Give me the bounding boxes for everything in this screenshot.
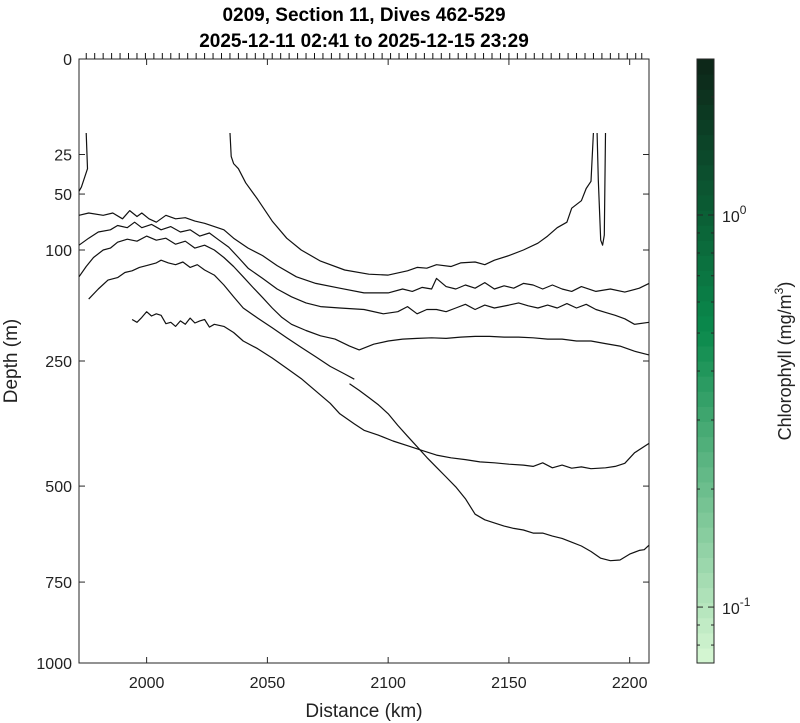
colorbar-band [697,210,714,226]
colorbar-band [697,134,714,151]
colorbar-band [697,391,714,407]
contour-line-5 [78,235,650,356]
colorbar-band [697,179,714,196]
colorbar-band [697,542,714,558]
colorbar-band [697,512,714,528]
colorbar-band [697,240,714,256]
colorbar-band [697,376,714,392]
colorbar-band [697,587,714,604]
colorbar-band [697,421,714,438]
colorbar-label-name: Chlorophyll [775,350,795,440]
x-tick-label: 2200 [612,675,648,692]
colorbar-band [697,466,714,483]
colorbar-tick-exponent: 0 [740,203,747,217]
colorbar-band [697,104,714,120]
colorbar-ticks [697,96,714,646]
colorbar-band [697,300,714,317]
colorbar-bands [697,59,714,664]
colorbar-band [697,436,714,453]
colorbar-tick-base: 10 [722,209,740,226]
x-tick-label: 2050 [250,675,286,692]
colorbar-tick-exponent: -1 [740,595,751,609]
y-tick-label: 100 [45,243,72,260]
colorbar-band [697,330,714,347]
contour-line-6 [88,259,355,380]
colorbar-band [697,225,714,241]
colorbar-band [697,557,714,573]
colorbar-band [697,270,714,287]
title-line-2: 2025-12-11 02:41 to 2025-12-15 23:29 [199,31,529,52]
x-tick-label: 2100 [370,675,406,692]
y-tick-label: 50 [54,187,72,204]
contour-layer [78,132,650,562]
colorbar-label-unit-close: ) [775,282,795,288]
y-tick-label: 1000 [36,656,72,673]
x-axis-label: Distance (km) [305,701,422,722]
y-axis: 0 25 50 100 250 500 750 1000 [36,52,649,673]
title-line-1: 0209, Section 11, Dives 462-529 [222,5,505,26]
colorbar-band [697,149,714,166]
x-axis: 2000 2050 2100 2150 2200 [129,59,648,692]
contour-line-4 [78,221,650,325]
colorbar-band [697,572,714,589]
colorbar-tick-base: 10 [722,601,740,618]
colorbar-band [697,59,714,75]
colorbar-band [697,496,714,513]
colorbar-frame [696,58,715,664]
plot-frame [78,58,650,664]
colorbar-band [697,481,714,498]
colorbar-band [697,647,714,664]
colorbar-band [697,194,714,211]
contour-line-8 [349,383,650,562]
colorbar-band [697,602,714,619]
colorbar-label: Chlorophyll (mg/m3) [772,282,795,441]
x-tick-label: 2000 [129,675,165,692]
colorbar-band [697,255,714,271]
colorbar-band [697,74,714,90]
plot-area [78,58,650,664]
colorbar-band [697,285,714,302]
contour-line-2 [596,132,607,246]
y-tick-label: 0 [63,52,72,69]
y-tick-label: 250 [45,354,72,371]
colorbar-band [697,406,714,422]
y-tick-label: 25 [54,148,72,165]
colorbar-label-unit: (mg/m [775,294,795,345]
colorbar-band [697,361,714,377]
dive-marker-layer [85,53,643,59]
colorbar-tick-label: 100 [722,203,747,226]
colorbar-band [697,315,714,332]
plot-title: 0209, Section 11, Dives 462-529 2025-12-… [199,5,529,52]
colorbar-band [697,632,714,649]
y-tick-label: 500 [45,479,72,496]
colorbar-band [697,89,714,105]
colorbar-tick-label: 10-1 [722,595,751,618]
colorbar-band [697,451,714,468]
contour-line-1 [229,132,594,276]
colorbar-band [697,119,714,136]
colorbar-band [697,527,714,543]
colorbar-band [697,345,714,362]
contour-line-3 [78,210,650,294]
y-tick-label: 750 [45,575,72,592]
x-tick-label: 2150 [491,675,527,692]
contour-line-7 [131,311,650,470]
colorbar-label-unit-exponent: 3 [772,287,786,294]
y-axis-label: Depth (m) [1,319,22,403]
colorbar-band [697,617,714,634]
colorbar-band [697,164,714,181]
contour-line-0 [78,132,89,192]
